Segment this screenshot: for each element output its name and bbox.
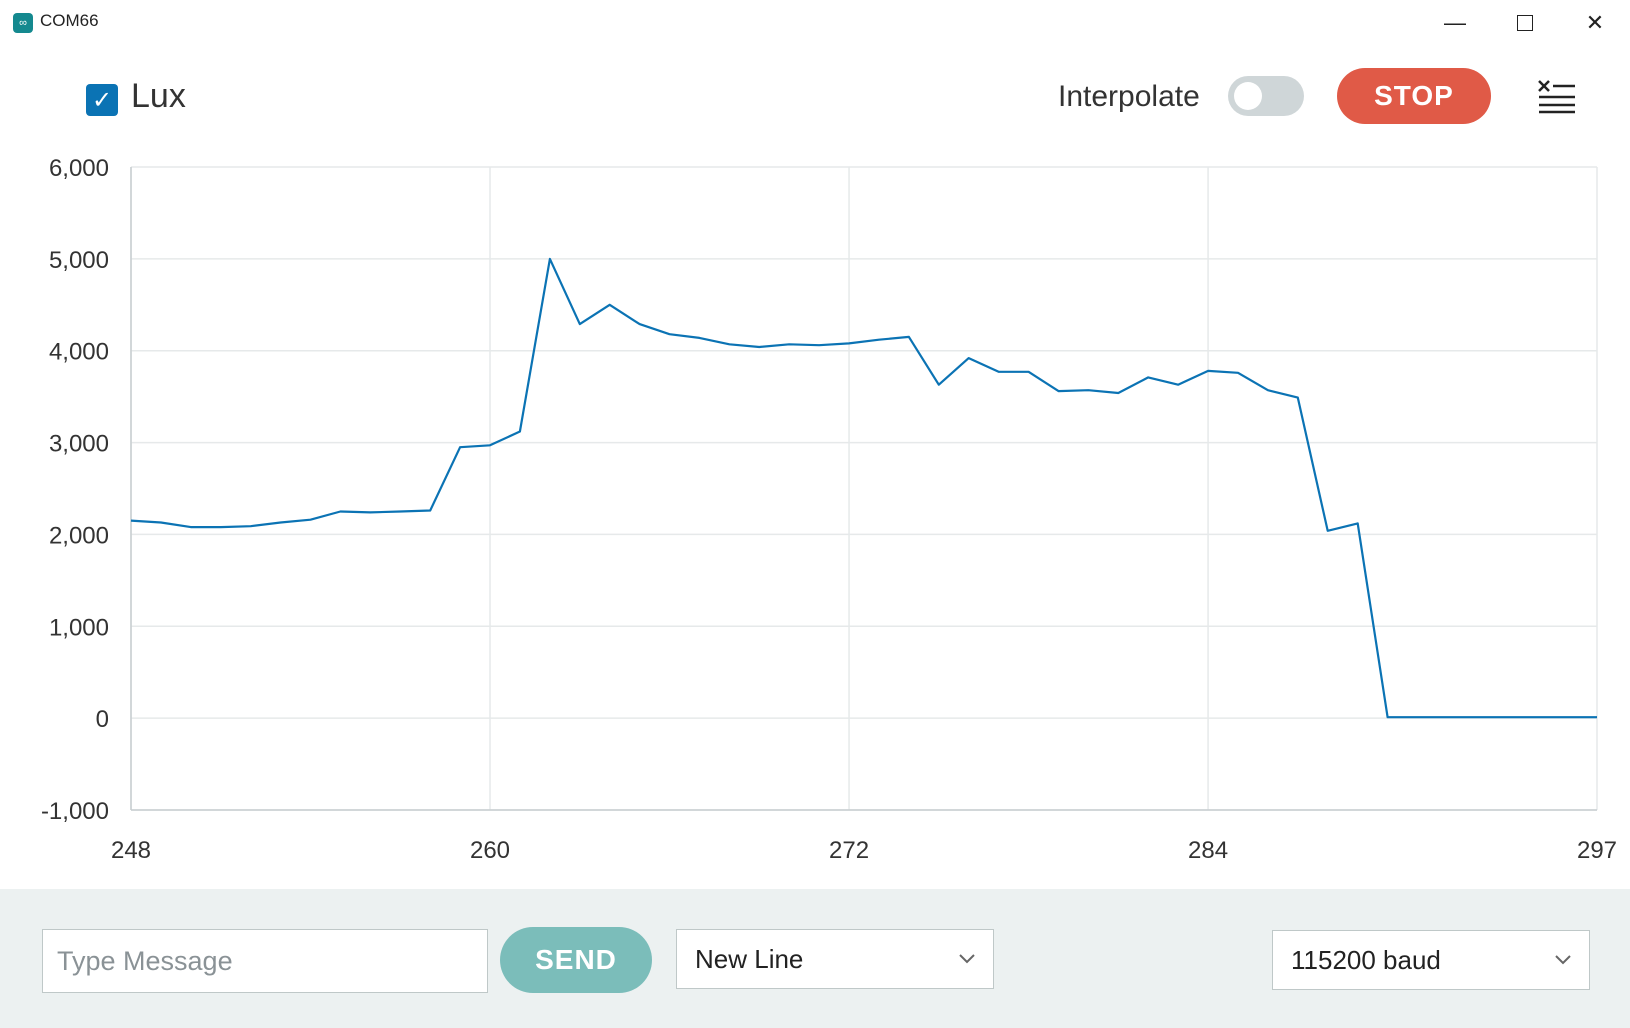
- y-tick-label: -1,000: [41, 798, 109, 825]
- y-tick-label: 5,000: [49, 247, 109, 274]
- y-tick-label: 6,000: [49, 155, 109, 182]
- stop-button[interactable]: STOP: [1337, 68, 1491, 124]
- baud-rate-value: 115200 baud: [1291, 944, 1441, 975]
- x-tick-label: 272: [829, 837, 869, 864]
- close-button[interactable]: ✕: [1585, 10, 1605, 35]
- clear-list-icon[interactable]: [1537, 78, 1577, 114]
- y-tick-label: 1,000: [49, 614, 109, 641]
- chevron-down-icon: [1555, 955, 1571, 965]
- infinity-icon: ∞: [13, 13, 33, 33]
- lux-series-line: [130, 257, 1597, 719]
- x-tick-label: 248: [111, 837, 151, 864]
- x-tick-label: 260: [470, 837, 510, 864]
- y-tick-label: 3,000: [49, 431, 109, 458]
- chevron-down-icon: [959, 954, 975, 964]
- line-ending-value: New Line: [695, 943, 804, 974]
- lux-series-label: Lux: [131, 77, 186, 115]
- y-tick-label: 4,000: [49, 339, 109, 366]
- send-button[interactable]: SEND: [500, 927, 652, 993]
- x-tick-label: 297: [1577, 837, 1617, 864]
- y-tick-label: 0: [96, 706, 109, 733]
- baud-rate-select[interactable]: 115200 baud: [1272, 930, 1590, 990]
- message-input[interactable]: [42, 929, 488, 993]
- interpolate-toggle[interactable]: [1228, 76, 1304, 116]
- minimize-button[interactable]: —: [1444, 10, 1466, 35]
- maximize-icon: [1517, 15, 1533, 31]
- lux-line-chart: -1,000 0 1,000 2,000 3,000 4,000 5,000 6,000 248…: [41, 155, 1617, 864]
- y-tick-label: 2,000: [49, 522, 109, 549]
- x-tick-label: 284: [1188, 837, 1228, 864]
- title-bar: ∞ COM66 — ✕: [0, 0, 1630, 46]
- lux-series-checkbox[interactable]: ✓: [86, 84, 118, 116]
- toggle-knob: [1234, 82, 1262, 110]
- window-title: COM66: [40, 11, 99, 30]
- interpolate-label: Interpolate: [1058, 80, 1200, 113]
- line-ending-select[interactable]: New Line: [676, 929, 994, 989]
- maximize-button[interactable]: [1495, 0, 1555, 46]
